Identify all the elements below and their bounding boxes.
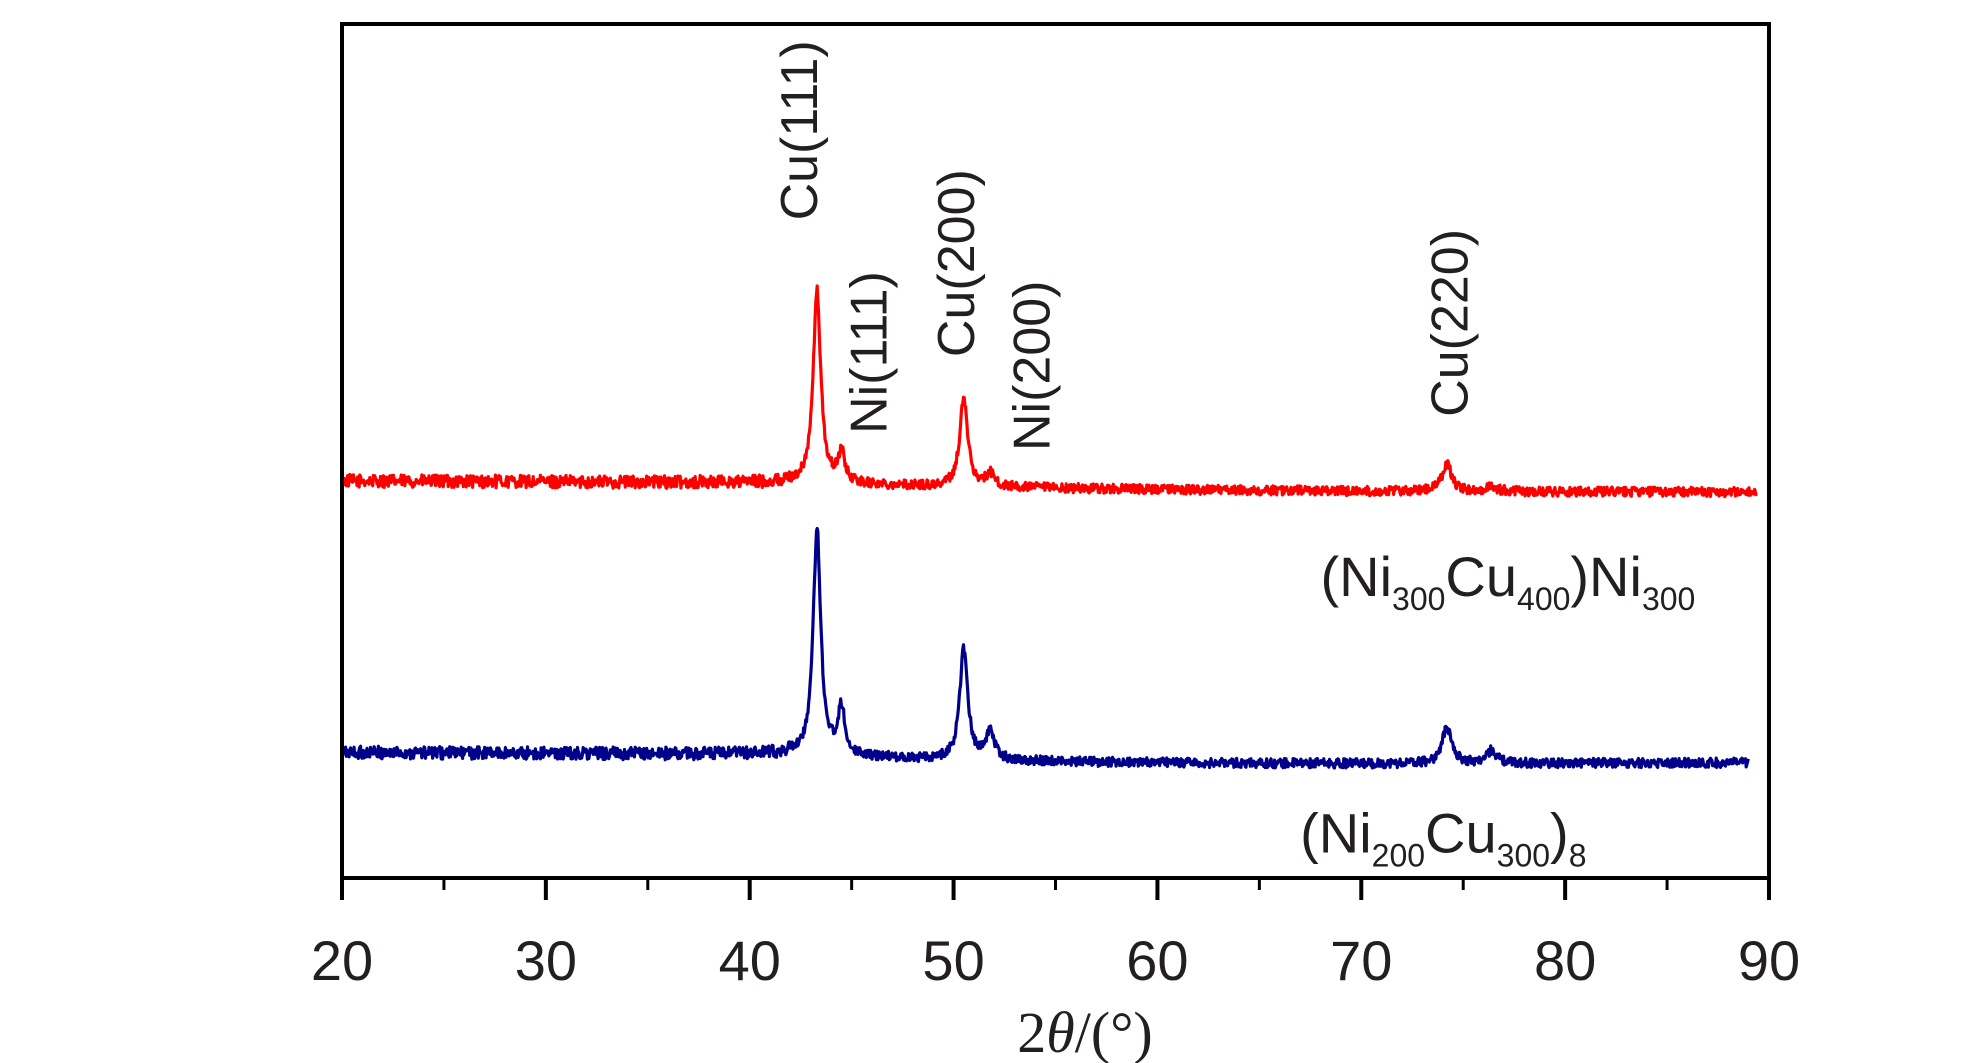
x-axis-title-coef: 2 [1017, 1000, 1046, 1063]
series-layer [340, 284, 1758, 770]
x-tick-label: 80 [1534, 929, 1596, 992]
series-label: (Ni300Cu400)Ni300 [1321, 545, 1696, 617]
x-axis-ticks: 20 30 40 50 60 70 80 90 [311, 878, 1800, 992]
peak-label: Ni(200) [1003, 281, 1061, 452]
series-label: (Ni200Cu300)8 [1300, 801, 1586, 873]
series-labels: (Ni300Cu400)Ni300 (Ni200Cu300)8 [1300, 545, 1695, 873]
x-axis-title: 2θ/(°) [1017, 1000, 1152, 1063]
peak-label: Cu(200) [928, 169, 986, 357]
x-tick-label: 40 [719, 929, 781, 992]
peak-label: Cu(220) [1421, 229, 1479, 417]
series-line-1 [340, 284, 1758, 499]
x-axis-title-unit: /(°) [1075, 1000, 1153, 1063]
peak-label: Cu(111) [771, 40, 829, 220]
x-tick-label: 50 [922, 929, 984, 992]
x-axis-title-symbol: θ [1046, 1000, 1075, 1063]
peak-labels: Cu(111)Ni(111) Cu(200) Ni(200) Cu(220) [771, 40, 1479, 451]
x-tick-label: 20 [311, 929, 373, 992]
x-tick-label: 90 [1738, 929, 1800, 992]
series-line-2 [340, 526, 1750, 770]
x-tick-label: 70 [1330, 929, 1392, 992]
x-tick-label: 60 [1126, 929, 1188, 992]
peak-label: Ni(111) [840, 271, 898, 434]
x-tick-label: 30 [515, 929, 577, 992]
